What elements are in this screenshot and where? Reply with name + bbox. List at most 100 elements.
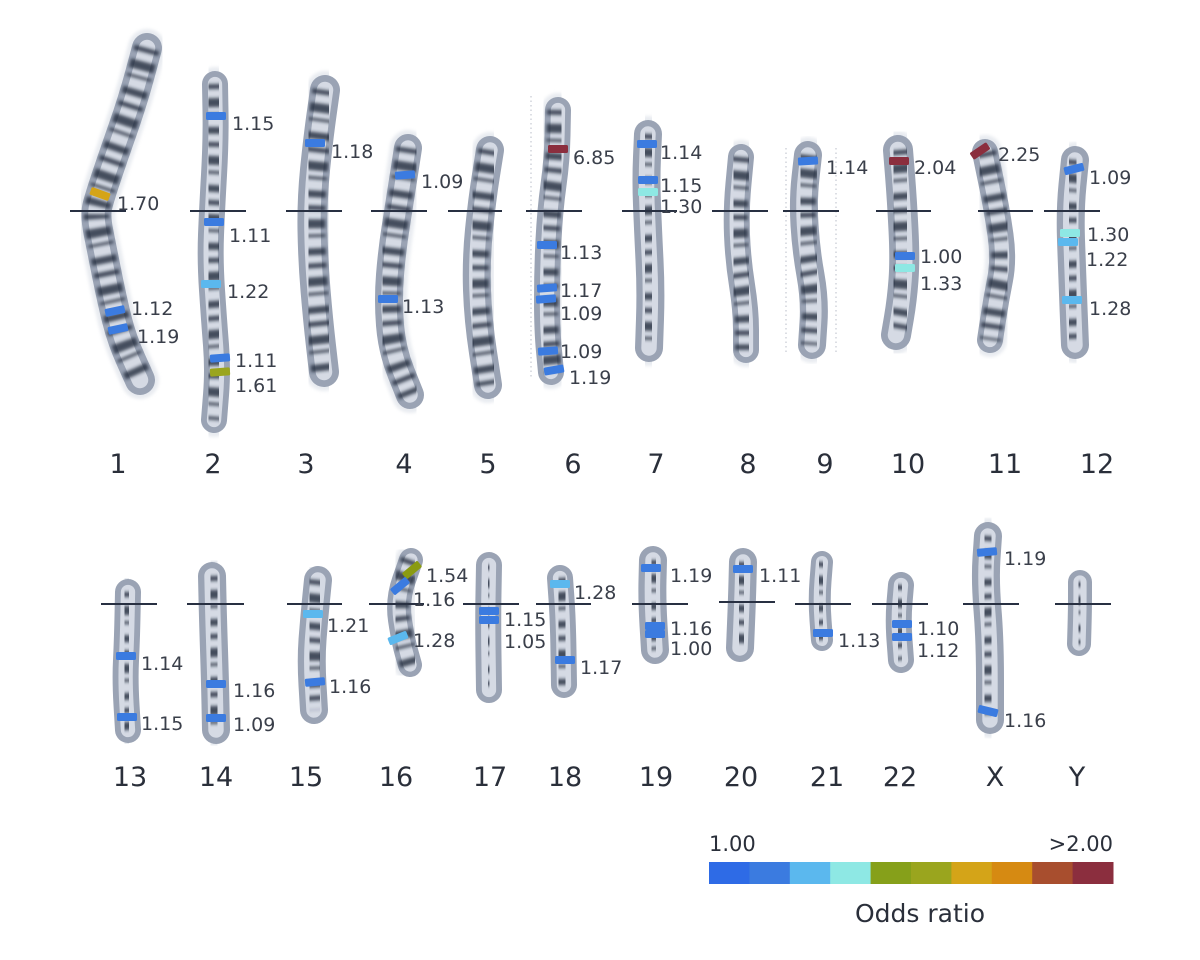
chromosome-9: 1.14 9 [783,137,868,480]
odds-ratio-label: 1.21 [327,615,369,637]
chromosome-bands [887,584,913,661]
risk-locus-marker [638,176,658,184]
chromosome-bands [728,561,755,649]
odds-ratio-label: 1.16 [1004,710,1046,732]
chromosome-number: 21 [810,762,844,793]
risk-locus-marker [479,607,499,615]
odds-ratio-label: 2.25 [998,144,1040,166]
chromosome-bands [464,148,502,387]
chromosome-bands [974,535,1002,720]
risk-locus-marker [304,677,326,687]
odds-ratio-label: 1.15 [141,713,183,735]
odds-ratio-label: 1.09 [560,303,602,325]
odds-ratio-label: 1.16 [670,618,712,640]
chromosome-number: 5 [479,449,496,480]
chromosome-8: 8 [712,140,768,480]
chromosome-17: 1.151.05 17 [463,548,546,793]
risk-locus-marker [390,577,410,595]
chromosome-number: 18 [548,762,582,793]
chromosome-number: 11 [988,449,1022,480]
odds-ratio-label: 1.15 [660,175,702,197]
chromosome-bands [377,146,422,400]
odds-ratio-label: 1.14 [660,142,702,164]
chromosome-x: 1.19 1.16 X [963,518,1046,793]
odds-ratio-label: 1.28 [1089,298,1131,320]
legend-swatch [789,862,831,884]
odds-ratio-label: 6.85 [573,147,615,169]
odds-ratio-label: 1.16 [233,680,275,702]
odds-ratio-label: 1.12 [131,298,173,320]
odds-ratio-label: 1.16 [329,676,371,698]
odds-ratio-label: 1.00 [670,638,712,660]
risk-locus-marker [537,346,559,356]
odds-ratio-label: 1.17 [580,657,622,679]
chromosome-number: 20 [724,762,758,793]
chromosome-core [978,528,998,728]
odds-ratio-label: 1.33 [920,273,962,295]
odds-ratio-label: 1.28 [413,630,455,652]
chromosome-10: 2.04 1.00 1.33 10 [876,131,962,480]
odds-ratio-label: 1.11 [759,565,801,587]
legend-swatch [991,862,1033,884]
chromosome-number: 2 [204,449,221,480]
chromosome-11: 2.25 11 [968,135,1040,480]
chromosome-number: 19 [639,762,673,793]
odds-ratio-label: 1.16 [413,589,455,611]
risk-locus-marker [555,656,575,664]
chromosome-number: 9 [816,449,833,480]
odds-ratio-label: 1.09 [421,171,463,193]
chromosome-14: 1.16 1.09 14 [187,558,275,793]
chromosome-bands [114,591,140,731]
risk-locus-marker [206,112,226,120]
odds-ratio-label: 1.22 [1086,249,1128,271]
odds-ratio-label: 2.04 [914,157,956,179]
risk-locus-marker [402,561,422,579]
risk-locus-marker [1063,163,1085,175]
chromosome-bands [810,561,832,641]
odds-ratio-label: 1.30 [660,196,702,218]
risk-locus-marker [970,142,990,160]
odds-ratio-label: 1.00 [920,246,962,268]
chromosome-13: 1.14 1.15 13 [101,575,183,793]
risk-locus-marker [209,367,231,377]
odds-ratio-label: 1.15 [232,113,274,135]
risk-locus-marker [204,218,224,226]
chromosome-bands [548,577,576,686]
risk-locus-marker [206,714,226,722]
risk-locus-marker [479,616,499,624]
odds-ratio-label: 1.28 [574,582,616,604]
odds-ratio-label: 1.30 [1087,224,1129,246]
odds-ratio-label: 1.70 [117,193,159,215]
odds-ratio-label: 1.19 [670,565,712,587]
risk-locus-marker [976,547,998,557]
risk-locus-marker [550,580,570,588]
odds-ratio-label: 1.54 [426,565,468,587]
legend-swatch [830,862,872,884]
chromosome-core [887,141,913,344]
risk-locus-marker [394,170,416,180]
risk-locus-marker [548,145,568,153]
chromosome-number: Y [1068,762,1086,793]
risk-locus-marker [638,188,658,196]
risk-locus-marker [535,294,557,304]
odds-ratio-label: 1.15 [504,609,546,631]
odds-ratio-label: 1.13 [402,296,444,318]
chromosome-bands [299,578,330,711]
legend-min-label: 1.00 [709,832,756,856]
risk-locus-marker [378,295,398,303]
chromosome-bands [725,155,758,350]
chromosome-number: 4 [395,449,412,480]
legend-swatch [1072,862,1114,884]
risk-locus-marker [645,622,665,630]
odds-ratio-label: 1.13 [838,630,880,652]
legend-swatch [749,862,791,884]
chromosome-19: 1.19 1.161.00 19 [632,542,712,793]
chromosome-core [796,147,822,353]
odds-ratio-label: 1.22 [227,281,269,303]
risk-locus-marker [303,610,323,618]
chromosome-5: 5 [448,132,508,480]
odds-ratio-label: 1.18 [331,141,373,163]
chromosome-number: 14 [199,762,233,793]
risk-locus-marker [117,713,137,721]
risk-locus-marker [536,283,558,293]
